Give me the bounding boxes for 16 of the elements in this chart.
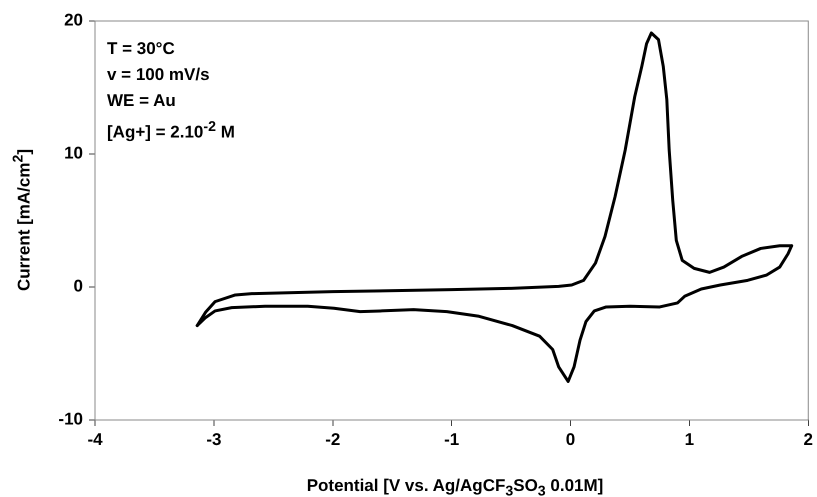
x-tick-label: -4	[87, 430, 104, 449]
y-tick-label: 20	[64, 10, 83, 30]
annotation: v = 100 mV/s	[107, 64, 211, 86]
y-tick-label: 0	[74, 276, 83, 296]
x-axis-title: Potential [V vs. Ag/AgCF$_{3}$SO$_{3}$ 0.01M]	[306, 476, 604, 497]
x-tick-label: 1	[684, 430, 694, 449]
x-tick-label: -3	[206, 430, 222, 449]
annotation: WE = Au	[107, 90, 177, 112]
annotation: T = 30°C	[107, 38, 176, 60]
x-tick-label: -2	[325, 430, 340, 449]
x-tick-label: -1	[444, 430, 460, 449]
x-tick-label: 0	[566, 430, 576, 449]
y-tick-label: -10	[58, 410, 83, 429]
x-tick-label: 2	[804, 430, 814, 449]
y-tick-label: 10	[64, 144, 83, 163]
annotation: [Ag+] = 2.10$^{-2}$ M	[107, 118, 235, 144]
